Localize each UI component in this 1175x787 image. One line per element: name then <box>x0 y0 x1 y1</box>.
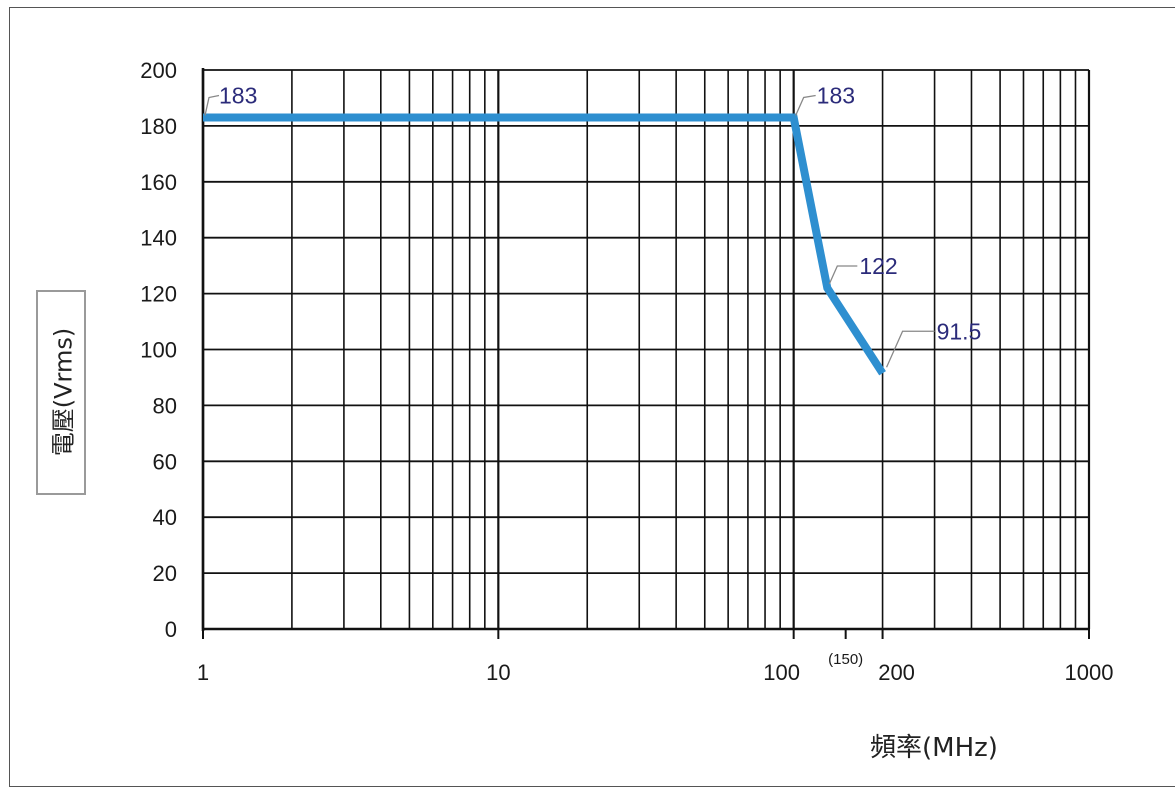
grid <box>201 68 1091 639</box>
annotation-label: 183 <box>219 83 257 109</box>
x-tick-label: 100 <box>763 660 800 685</box>
y-tick-label: 40 <box>153 505 177 530</box>
y-tick-label: 160 <box>140 170 177 195</box>
y-axis-label-box <box>36 290 86 495</box>
x-tick-label: 1000 <box>1065 660 1114 685</box>
y-tick-label: 80 <box>153 393 177 418</box>
y-tick-label: 180 <box>140 114 177 139</box>
y-tick-labels: 0 20 40 60 80 100 120 140 160 180 200 <box>140 58 177 642</box>
y-tick-label: 20 <box>153 561 177 586</box>
x-tick-label: 200 <box>878 660 915 685</box>
annotation-label: 183 <box>817 83 855 109</box>
annotation-layer: 183 183 122 91.5 <box>204 83 982 368</box>
voltage-series-line <box>203 113 886 376</box>
y-tick-label: 100 <box>140 338 177 363</box>
y-tick-label: 140 <box>140 226 177 251</box>
x-tick-label: 1 <box>197 660 209 685</box>
annotation-leader-line <box>795 94 816 116</box>
y-axis-label: 電壓(Vrms) <box>49 327 78 457</box>
x-tick-labels: 1 10 100 200 1000 (150) <box>197 651 1114 685</box>
annotation-leader-line <box>204 94 220 116</box>
annotation-label: 91.5 <box>937 318 982 344</box>
x-extra-tick-label: (150) <box>828 651 863 668</box>
y-tick-label: 120 <box>140 282 177 307</box>
x-axis-label: 頻率(MHz) <box>870 733 998 763</box>
y-tick-label: 60 <box>153 449 177 474</box>
annotation-leader-line <box>828 265 858 285</box>
y-tick-label: 0 <box>165 617 177 642</box>
annotation-leader-line <box>885 330 935 368</box>
series-layer <box>203 113 886 376</box>
annotation-label: 122 <box>859 253 897 279</box>
y-tick-label: 200 <box>140 58 177 83</box>
x-tick-label: 10 <box>486 660 510 685</box>
